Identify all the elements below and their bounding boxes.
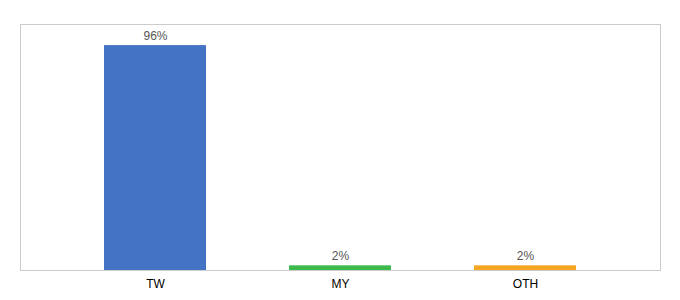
- svg-text:2%: 2%: [332, 249, 350, 263]
- svg-text:TW: TW: [146, 277, 165, 291]
- svg-text:96%: 96%: [143, 29, 167, 43]
- svg-text:2%: 2%: [517, 249, 535, 263]
- svg-text:OTH: OTH: [513, 277, 538, 291]
- svg-text:MY: MY: [332, 277, 350, 291]
